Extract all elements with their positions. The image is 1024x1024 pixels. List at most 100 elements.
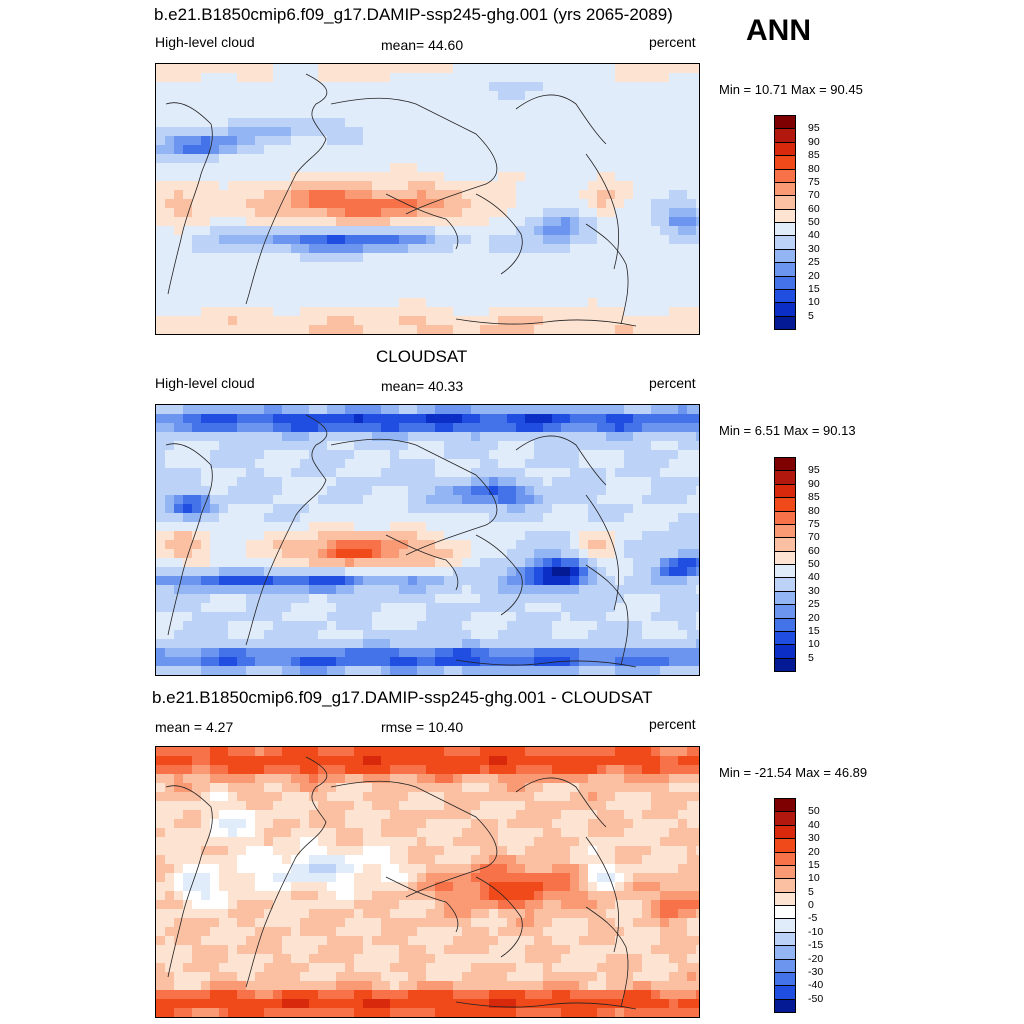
map-cell xyxy=(453,441,463,451)
map-cell xyxy=(381,765,391,775)
map-cell xyxy=(426,873,436,883)
map-cell xyxy=(210,747,220,757)
map-cell xyxy=(237,765,247,775)
map-cell xyxy=(381,190,391,200)
map-cell xyxy=(381,109,391,119)
map-cell xyxy=(552,666,562,675)
map-cell xyxy=(669,235,679,245)
map-cell xyxy=(399,468,409,478)
map-cell xyxy=(228,441,238,451)
map-cell xyxy=(606,504,616,514)
map-cell xyxy=(381,118,391,128)
map-cell xyxy=(462,603,472,613)
map-cell xyxy=(354,558,364,568)
map-cell xyxy=(516,918,526,928)
map-cell xyxy=(354,846,364,856)
map-cell xyxy=(480,864,490,874)
map-cell xyxy=(471,118,481,128)
map-cell xyxy=(210,450,220,460)
map-cell xyxy=(651,648,661,658)
map-cell xyxy=(561,226,571,236)
map-cell xyxy=(354,91,364,101)
map-cell xyxy=(552,127,562,137)
map-cell xyxy=(579,837,589,847)
map-cell xyxy=(273,468,283,478)
map-cell xyxy=(264,630,274,640)
map-cell xyxy=(525,91,535,101)
map-cell xyxy=(651,774,661,784)
map-cell xyxy=(579,253,589,263)
map-cell xyxy=(318,927,328,937)
map-cell xyxy=(237,253,247,263)
map-cell xyxy=(165,109,175,119)
map-cell xyxy=(624,531,634,541)
map-cell xyxy=(426,82,436,92)
map-cell xyxy=(300,927,310,937)
map-cell xyxy=(444,468,454,478)
map-cell xyxy=(336,765,346,775)
map-cell xyxy=(660,918,670,928)
map-cell xyxy=(462,648,472,658)
map-cell xyxy=(165,927,175,937)
map-cell xyxy=(273,118,283,128)
map-cell xyxy=(408,837,418,847)
map-cell xyxy=(480,774,490,784)
map-cell xyxy=(174,495,184,505)
map-cell xyxy=(597,127,607,137)
map-cell xyxy=(381,909,391,919)
map-cell xyxy=(210,91,220,101)
map-cell xyxy=(408,414,418,424)
map-cell xyxy=(228,666,238,675)
map-cell xyxy=(543,585,553,595)
map-cell xyxy=(471,477,481,487)
map-cell xyxy=(516,199,526,209)
map-cell xyxy=(471,73,481,83)
map-cell xyxy=(696,567,699,577)
map-cell xyxy=(300,73,310,83)
map-cell xyxy=(471,136,481,146)
map-cell xyxy=(354,666,364,675)
map-cell xyxy=(363,792,373,802)
map-cell xyxy=(660,747,670,757)
map-cell xyxy=(543,253,553,263)
map-cell xyxy=(579,873,589,883)
map-cell xyxy=(327,504,337,514)
map-cell xyxy=(237,217,247,227)
map-cell xyxy=(399,477,409,487)
map-cell xyxy=(516,819,526,829)
map-cell xyxy=(534,891,544,901)
map-cell xyxy=(579,576,589,586)
map-cell xyxy=(516,801,526,811)
map-cell xyxy=(534,765,544,775)
map-cell xyxy=(318,226,328,236)
map-cell xyxy=(291,145,301,155)
map-cell xyxy=(165,459,175,469)
colorbar-label: 15 xyxy=(808,282,820,295)
colorbar-box xyxy=(774,155,796,170)
map-cell xyxy=(471,837,481,847)
map-cell xyxy=(156,468,166,478)
map-cell xyxy=(372,639,382,649)
map-cell xyxy=(417,846,427,856)
map-cell xyxy=(606,289,616,299)
map-cell xyxy=(507,468,517,478)
map-cell xyxy=(525,558,535,568)
map-cell xyxy=(300,118,310,128)
map-cell xyxy=(228,163,238,173)
map-cell xyxy=(489,585,499,595)
map-cell xyxy=(444,756,454,766)
map-cell xyxy=(309,783,319,793)
map-cell xyxy=(327,783,337,793)
map-cell xyxy=(642,630,652,640)
map-cell xyxy=(282,118,292,128)
map-cell xyxy=(183,927,193,937)
map-cell xyxy=(300,819,310,829)
map-cell xyxy=(669,468,679,478)
map-cell xyxy=(327,118,337,128)
map-cell xyxy=(471,864,481,874)
map-cell xyxy=(588,118,598,128)
map-cell xyxy=(318,864,328,874)
map-cell xyxy=(678,100,688,110)
map-cell xyxy=(435,612,445,622)
map-cell xyxy=(264,558,274,568)
